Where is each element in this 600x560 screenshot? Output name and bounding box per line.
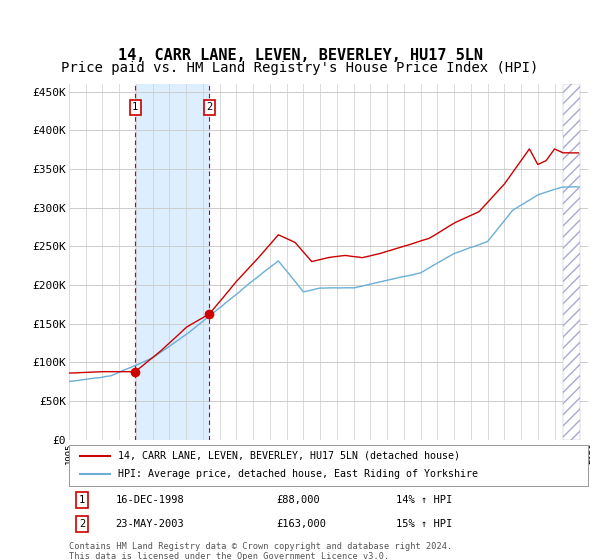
Text: £163,000: £163,000 — [277, 519, 326, 529]
Bar — [563, 84, 580, 440]
Text: 1: 1 — [79, 494, 85, 505]
Text: 16-DEC-1998: 16-DEC-1998 — [116, 494, 184, 505]
Text: Price paid vs. HM Land Registry's House Price Index (HPI): Price paid vs. HM Land Registry's House … — [61, 62, 539, 76]
Text: 2: 2 — [206, 102, 212, 112]
Bar — [135, 84, 209, 440]
Text: 1: 1 — [132, 102, 139, 112]
Text: 14% ↑ HPI: 14% ↑ HPI — [396, 494, 452, 505]
Text: 14, CARR LANE, LEVEN, BEVERLEY, HU17 5LN: 14, CARR LANE, LEVEN, BEVERLEY, HU17 5LN — [118, 49, 482, 63]
Bar — [563, 84, 580, 440]
Text: 14, CARR LANE, LEVEN, BEVERLEY, HU17 5LN (detached house): 14, CARR LANE, LEVEN, BEVERLEY, HU17 5LN… — [118, 451, 460, 461]
Text: £88,000: £88,000 — [277, 494, 320, 505]
Text: HPI: Average price, detached house, East Riding of Yorkshire: HPI: Average price, detached house, East… — [118, 469, 478, 479]
Text: 2: 2 — [79, 519, 85, 529]
Text: Contains HM Land Registry data © Crown copyright and database right 2024.
This d: Contains HM Land Registry data © Crown c… — [69, 542, 452, 560]
Text: 15% ↑ HPI: 15% ↑ HPI — [396, 519, 452, 529]
Text: 23-MAY-2003: 23-MAY-2003 — [116, 519, 184, 529]
